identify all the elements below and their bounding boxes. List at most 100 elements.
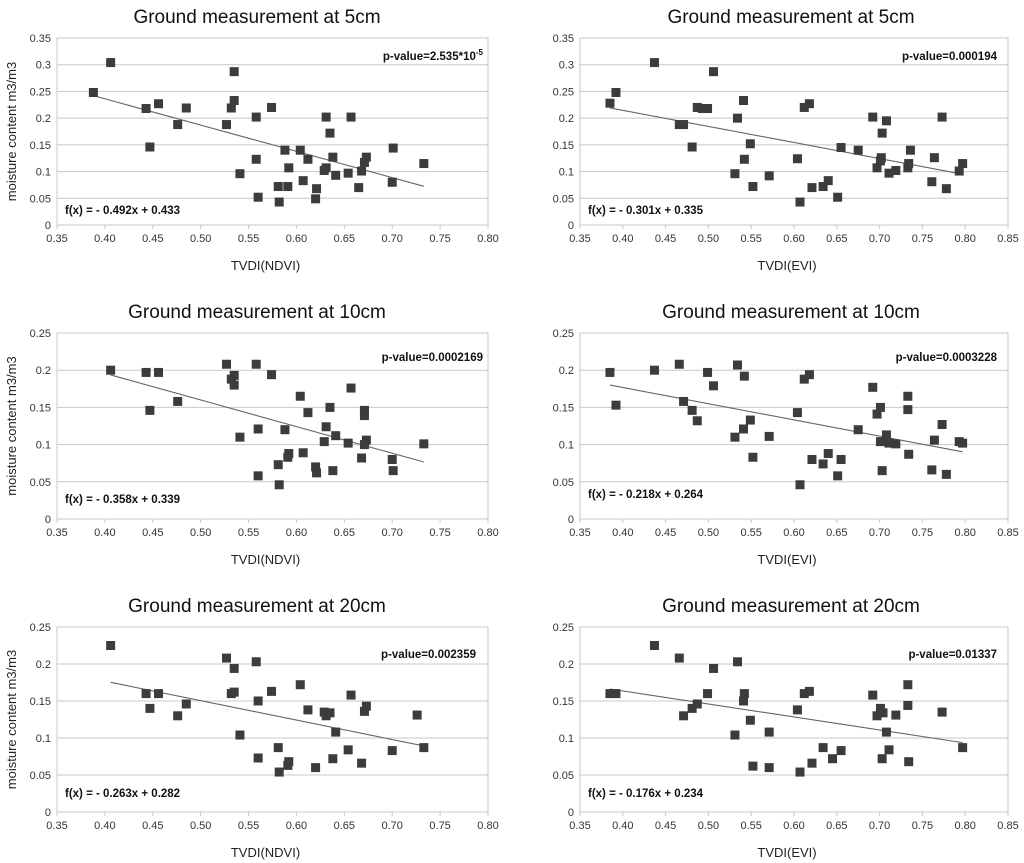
y-tick-label: 0.2 bbox=[559, 365, 574, 377]
data-point bbox=[904, 449, 914, 459]
data-point bbox=[154, 99, 164, 109]
data-point bbox=[868, 382, 878, 392]
chart-panel-4: 0 0.05 0.1 0.15 0.2 0.25 0.35 0.40 0.45 0.50 0.55 0… bbox=[553, 302, 1019, 567]
y-tick-label: 0.25 bbox=[553, 86, 574, 98]
data-point bbox=[764, 171, 774, 181]
data-point bbox=[818, 743, 828, 753]
data-point bbox=[649, 641, 659, 650]
data-point bbox=[792, 154, 802, 164]
x-tick-label: 0.80 bbox=[954, 527, 975, 539]
data-point bbox=[807, 758, 817, 768]
x-tick-label: 0.60 bbox=[783, 233, 804, 245]
x-tick-label: 0.55 bbox=[740, 820, 761, 832]
data-point bbox=[283, 182, 293, 192]
data-point bbox=[303, 154, 313, 164]
data-point bbox=[745, 415, 755, 425]
data-point bbox=[674, 359, 684, 369]
data-point bbox=[361, 435, 371, 445]
data-point bbox=[173, 120, 183, 130]
chart-title: Ground measurement at 5cm bbox=[133, 7, 380, 28]
y-tick-label: 0.2 bbox=[559, 113, 574, 125]
data-point bbox=[361, 152, 371, 162]
data-point bbox=[251, 112, 261, 122]
data-point bbox=[709, 663, 719, 673]
data-point bbox=[733, 113, 743, 123]
y-tick-label: 0.2 bbox=[36, 659, 51, 671]
data-point bbox=[346, 690, 356, 700]
x-tick-label: 0.40 bbox=[612, 527, 633, 539]
data-point bbox=[877, 754, 887, 764]
data-point bbox=[958, 159, 968, 169]
data-point bbox=[387, 454, 397, 464]
data-point bbox=[280, 145, 290, 155]
data-point bbox=[267, 686, 277, 696]
regression-equation: f(x) = - 0.358x + 0.339 bbox=[65, 494, 180, 506]
data-point bbox=[764, 763, 774, 773]
p-value-label: p-value=0.01337 bbox=[908, 649, 997, 661]
data-point bbox=[739, 154, 749, 164]
y-tick-label: 0.15 bbox=[553, 140, 574, 152]
data-point bbox=[145, 142, 155, 152]
data-point bbox=[312, 468, 322, 478]
data-point bbox=[181, 103, 191, 113]
x-tick-label: 0.40 bbox=[94, 527, 115, 539]
data-point bbox=[853, 145, 863, 155]
data-point bbox=[807, 183, 817, 193]
y-tick-label: 0.2 bbox=[559, 659, 574, 671]
data-point bbox=[88, 87, 98, 97]
data-point bbox=[328, 152, 338, 162]
data-point bbox=[764, 727, 774, 737]
data-point bbox=[321, 422, 331, 432]
data-point bbox=[419, 159, 429, 169]
y-tick-label: 0 bbox=[45, 807, 51, 819]
y-tick-label: 0.05 bbox=[553, 193, 574, 205]
data-point bbox=[875, 402, 885, 412]
data-point bbox=[222, 359, 232, 369]
data-point bbox=[799, 689, 809, 699]
data-point bbox=[903, 680, 913, 690]
data-point bbox=[703, 689, 713, 699]
data-point bbox=[605, 98, 615, 108]
data-point bbox=[828, 754, 838, 764]
data-point bbox=[280, 425, 290, 435]
data-point bbox=[738, 696, 748, 706]
data-point bbox=[325, 402, 335, 412]
data-point bbox=[730, 432, 740, 442]
data-point bbox=[387, 746, 397, 756]
x-tick-label: 0.70 bbox=[382, 527, 403, 539]
y-tick-label: 0.05 bbox=[30, 193, 51, 205]
data-point bbox=[354, 183, 364, 193]
data-point bbox=[311, 763, 321, 773]
data-point bbox=[331, 727, 341, 737]
data-point bbox=[295, 680, 305, 690]
data-point bbox=[141, 689, 151, 699]
data-point bbox=[226, 103, 236, 113]
x-axis-label: TVDI(NDVI) bbox=[231, 552, 300, 567]
data-point bbox=[745, 715, 755, 725]
p-value-label: p-value=0.0003228 bbox=[896, 352, 998, 364]
data-point bbox=[884, 438, 894, 448]
y-tick-label: 0.2 bbox=[36, 113, 51, 125]
x-tick-label: 0.60 bbox=[286, 527, 307, 539]
data-point bbox=[319, 437, 329, 447]
data-point bbox=[733, 360, 743, 370]
data-point bbox=[388, 466, 398, 476]
data-point bbox=[361, 701, 371, 711]
data-point bbox=[692, 416, 702, 426]
data-point bbox=[106, 365, 116, 375]
y-axis-label: moisture content m3/m3 bbox=[4, 650, 19, 789]
data-point bbox=[321, 163, 331, 173]
data-point bbox=[881, 727, 891, 737]
x-tick-label: 0.65 bbox=[334, 527, 355, 539]
data-point bbox=[253, 192, 263, 202]
data-point bbox=[419, 743, 429, 753]
data-point bbox=[273, 743, 283, 753]
data-point bbox=[807, 454, 817, 464]
data-point bbox=[649, 58, 659, 68]
data-point bbox=[958, 438, 968, 448]
data-point bbox=[154, 689, 164, 699]
x-tick-label: 0.35 bbox=[46, 233, 67, 245]
data-point bbox=[325, 708, 335, 718]
data-point bbox=[730, 169, 740, 179]
y-tick-label: 0.35 bbox=[30, 33, 51, 45]
